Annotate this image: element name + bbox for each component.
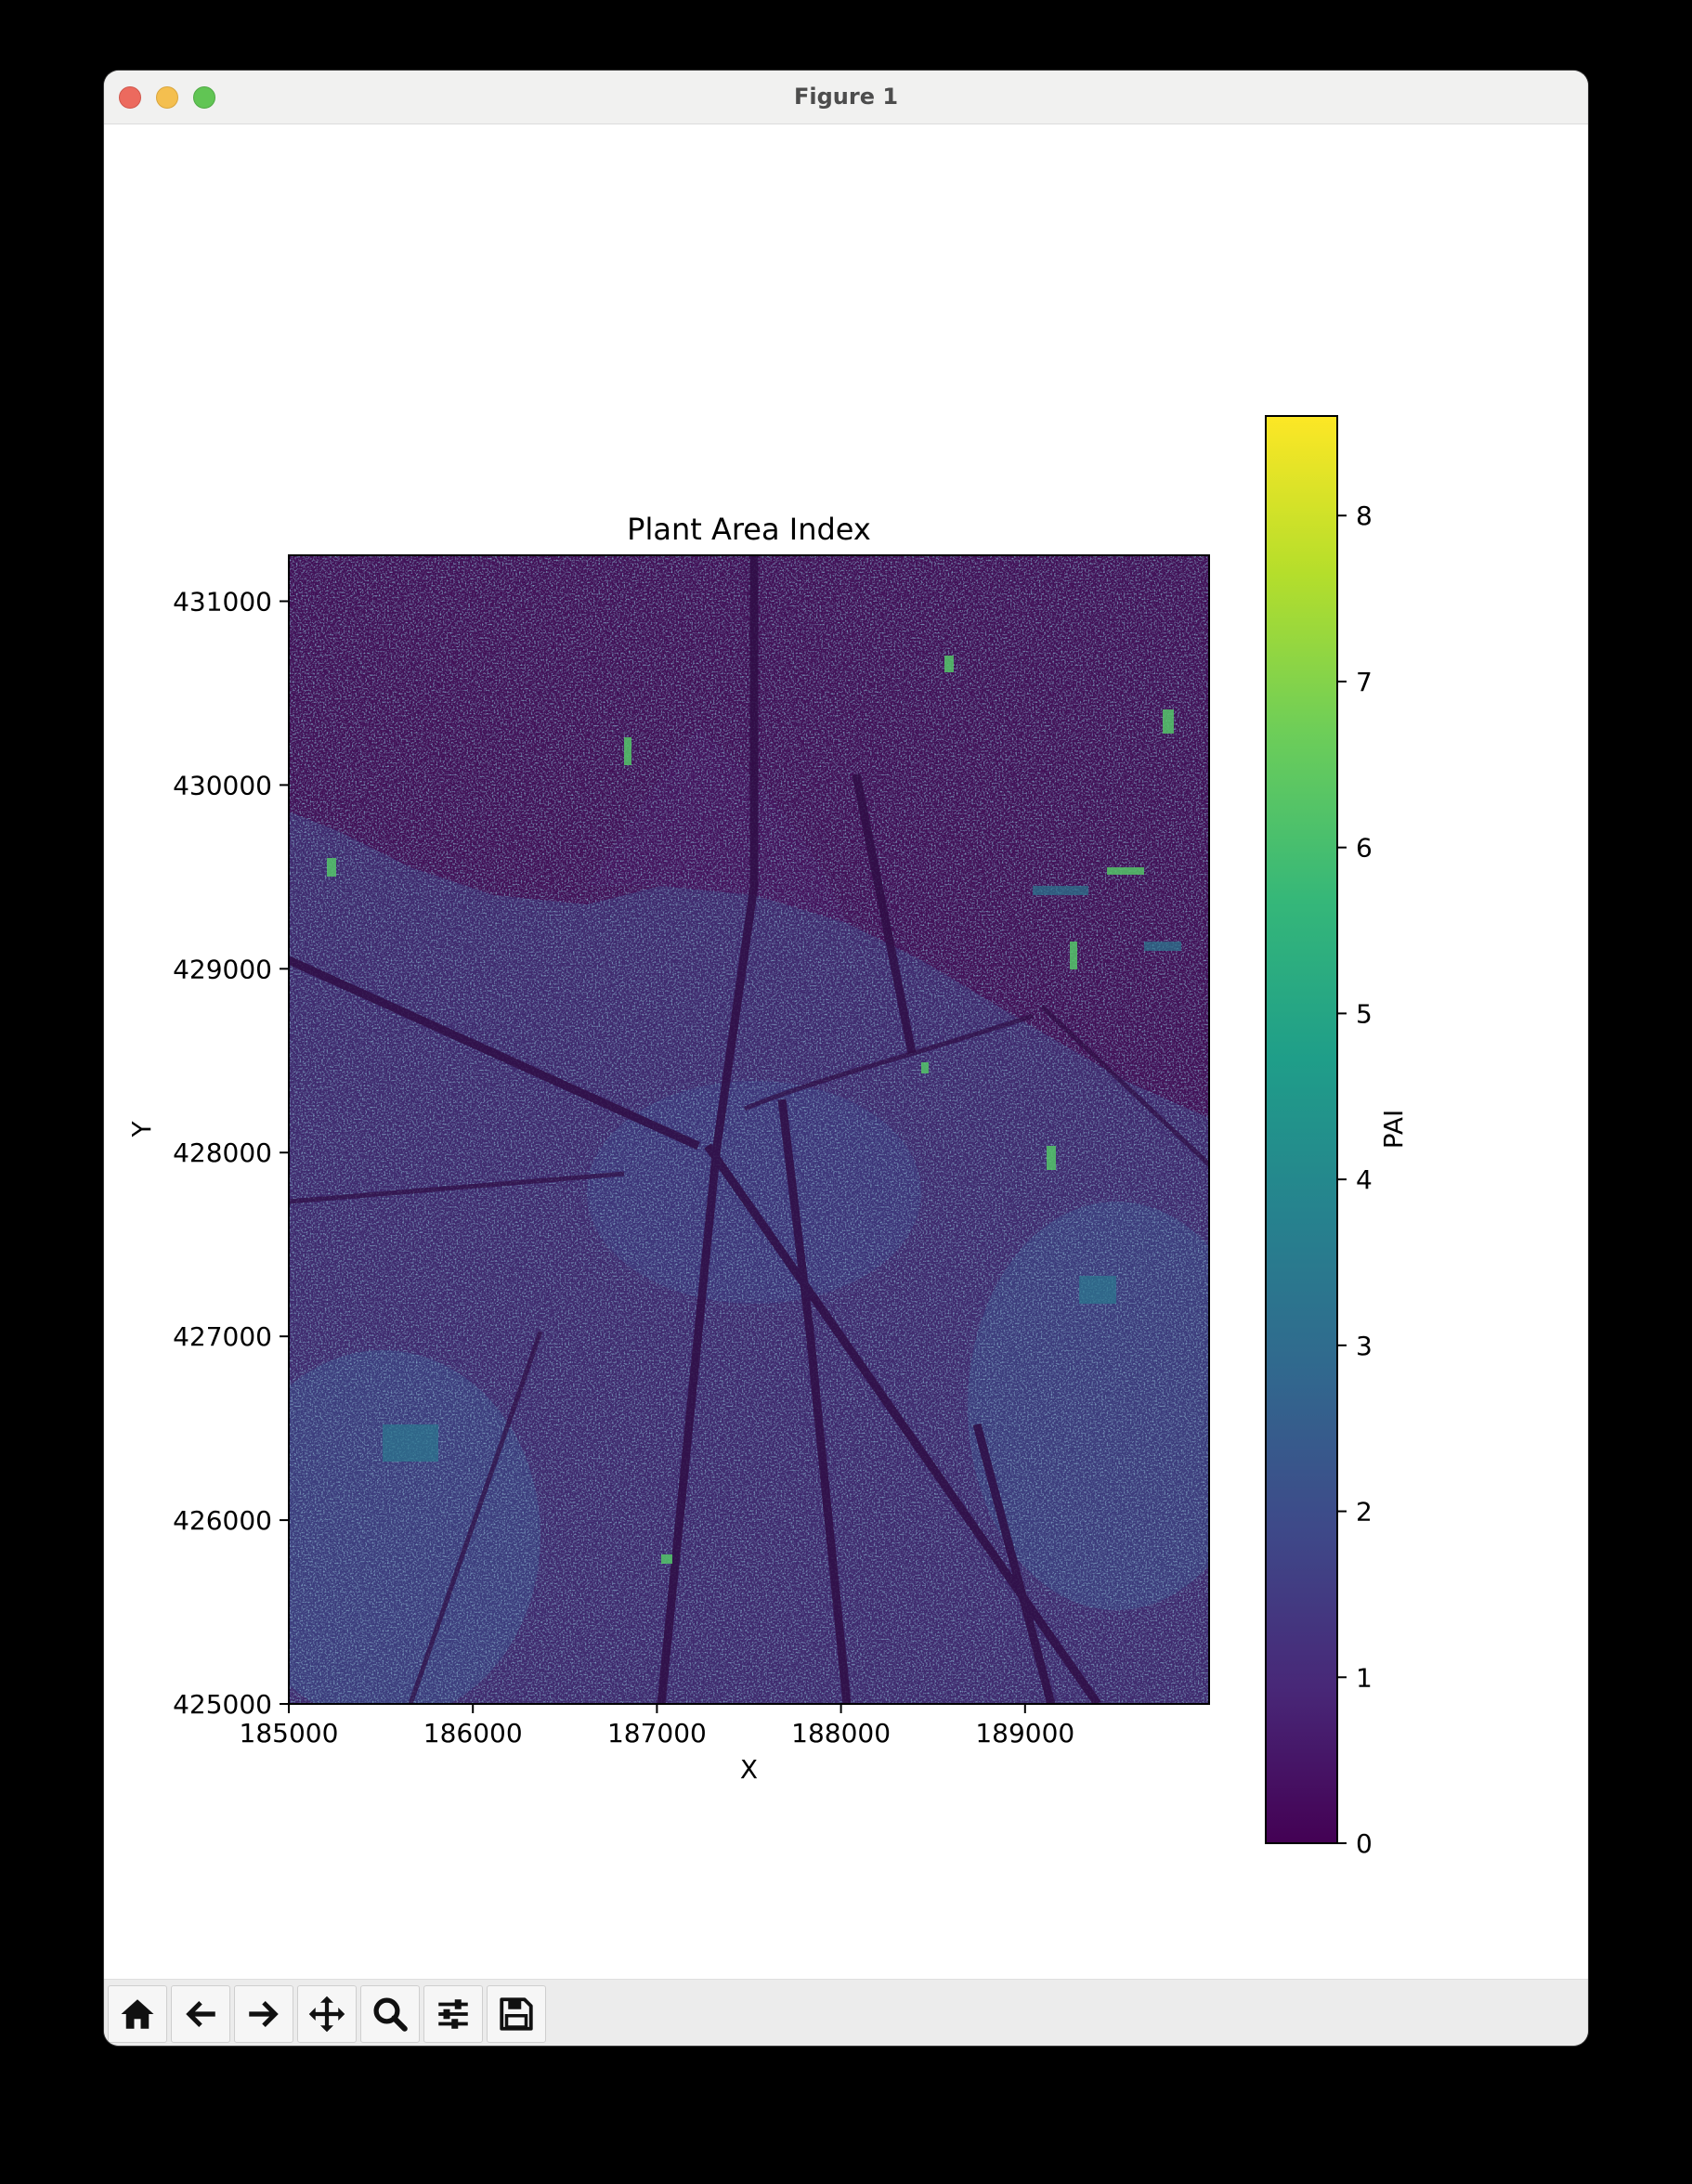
arrow-right-icon [249, 2001, 279, 2027]
home-button[interactable] [108, 1985, 167, 2043]
colorbar-tick-label: 1 [1356, 1662, 1373, 1693]
home-icon [121, 1999, 154, 2029]
window-title: Figure 1 [793, 84, 899, 110]
y-tick-label: 427000 [173, 1321, 272, 1352]
colorbar-tick-label: 5 [1356, 998, 1373, 1029]
x-tick-label: 186000 [423, 1718, 523, 1748]
save-button[interactable] [487, 1985, 546, 2043]
y-tick-label: 425000 [173, 1689, 272, 1720]
colorbar [1265, 415, 1338, 1844]
y-tick-label: 428000 [173, 1138, 272, 1168]
zoom-window-button[interactable] [193, 86, 215, 109]
y-tick-label: 430000 [173, 770, 272, 800]
colorbar-tick-label: 4 [1356, 1164, 1373, 1195]
y-axis: 425000 426000 427000 428000 429000 430000 4310… [173, 586, 289, 1720]
zoom-button[interactable] [360, 1985, 420, 2043]
configure-subplots-button[interactable] [423, 1985, 483, 2043]
colorbar-tick-label: 6 [1356, 833, 1373, 864]
magnifier-icon [373, 1997, 408, 2032]
colorbar-tick-label: 7 [1356, 667, 1373, 697]
y-tick-label: 429000 [173, 954, 272, 984]
colorbar-tick-label: 2 [1356, 1497, 1373, 1528]
y-axis-label: Y [126, 1121, 157, 1138]
colorbar-tick-label: 0 [1356, 1828, 1373, 1859]
plot-frame [288, 554, 1210, 1705]
colorbar-tick-label: 3 [1356, 1331, 1373, 1361]
x-axis: 185000 186000 187000 188000 189000 [240, 1704, 1074, 1748]
arrow-left-icon [186, 2001, 215, 2027]
y-tick-label: 431000 [173, 586, 272, 617]
pan-button[interactable] [297, 1985, 357, 2043]
y-tick-label: 426000 [173, 1505, 272, 1536]
forward-button[interactable] [234, 1985, 293, 2043]
sliders-icon [438, 1999, 468, 2029]
colorbar-axis: 0 1 2 3 4 5 6 7 8 [1337, 500, 1373, 1859]
x-tick-label: 189000 [975, 1718, 1074, 1748]
move-icon [308, 1996, 345, 2033]
title-bar: Figure 1 [104, 71, 1588, 124]
x-axis-label: X [740, 1754, 758, 1785]
back-button[interactable] [171, 1985, 230, 2043]
x-tick-label: 185000 [240, 1718, 339, 1748]
colorbar-label: PAI [1378, 1110, 1409, 1150]
heatmap-image [289, 555, 1209, 1704]
figure-window: Figure 1 [104, 71, 1588, 2046]
close-button[interactable] [119, 86, 141, 109]
floppy-disk-icon [500, 1997, 533, 2031]
x-tick-label: 187000 [607, 1718, 707, 1748]
figure-canvas[interactable]: Plant Area Index 185000 186000 187000 18800… [104, 124, 1588, 1978]
navigation-toolbar [104, 1979, 1588, 2046]
colorbar-tick-label: 8 [1356, 500, 1373, 531]
chart-title: Plant Area Index [627, 512, 871, 547]
minimize-button[interactable] [156, 86, 178, 109]
x-tick-label: 188000 [791, 1718, 891, 1748]
